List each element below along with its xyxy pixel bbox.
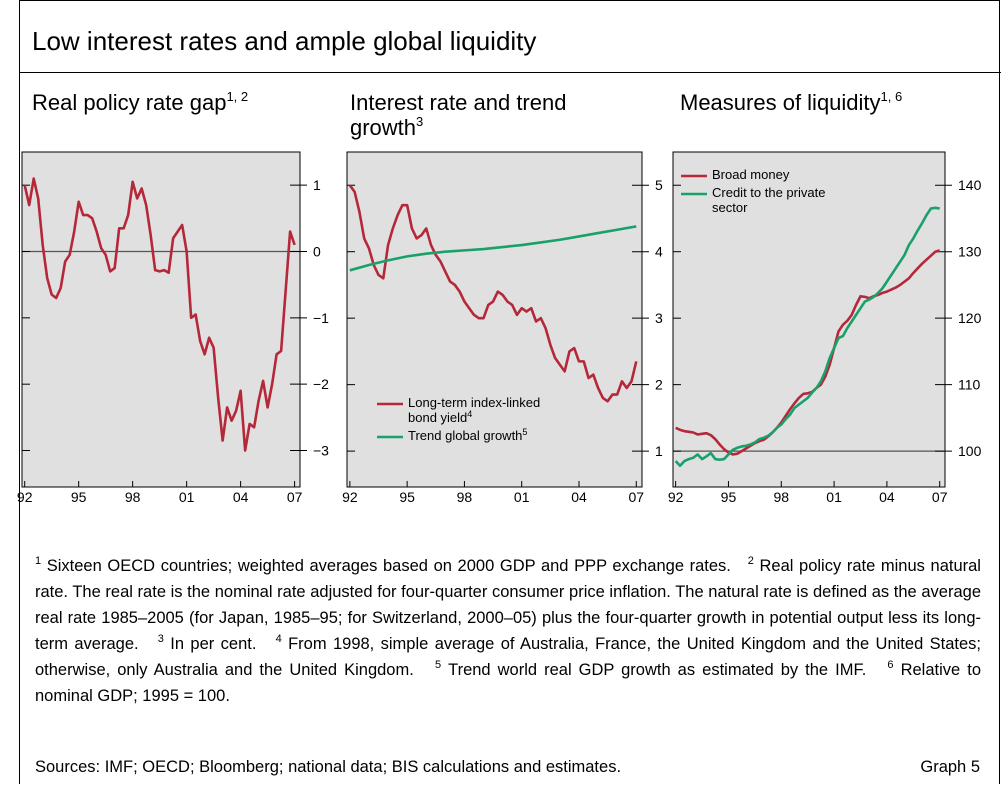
x-tick-label: 07 (287, 489, 303, 505)
x-tick-label: 95 (721, 489, 737, 505)
legend-label: Credit to the private sector (712, 185, 862, 215)
x-tick-label: 07 (932, 489, 948, 505)
legend-entry: Trend global growth5 (377, 428, 587, 443)
legend-text: Trend global growth (408, 428, 523, 443)
plot-background (672, 151, 946, 488)
panel-title-note: 1, 2 (226, 89, 249, 104)
x-tick-label: 98 (773, 489, 789, 505)
frame (19, 0, 1000, 784)
legend-label: Long-term index-linked bond yield4 (408, 395, 558, 425)
panel-title-text: Interest rate and trend growth (350, 90, 567, 140)
y-tick-label: −2 (313, 376, 329, 392)
legend-swatch (681, 192, 707, 196)
y-tick-label: 120 (958, 310, 982, 326)
legend: Broad money Credit to the private sector (681, 167, 881, 218)
x-tick-label: 01 (514, 489, 530, 505)
legend-note: 5 (522, 427, 528, 437)
x-tick-label: 04 (879, 489, 895, 505)
footnote-number: 1 (35, 555, 42, 567)
panel-chart: 1 2 3 4 5 92 95 98 01 04 07 (342, 151, 663, 505)
footnote-number: 2 (747, 555, 754, 567)
x-tick-label: 95 (71, 489, 87, 505)
title-rule (19, 72, 1001, 73)
legend-entry: Credit to the private sector (681, 185, 881, 215)
footnote-number: 6 (887, 659, 894, 671)
x-tick-label: 07 (628, 489, 644, 505)
legend-text: Broad money (712, 167, 790, 182)
y-tick-label: 110 (958, 377, 981, 393)
panel-title: Interest rate and trend growth3 (350, 90, 610, 140)
y-tick-label: 1 (655, 443, 663, 459)
panel-title: Real policy rate gap1, 2 (32, 90, 302, 115)
footnote-text: Real policy rate minus natural rate. The… (35, 557, 981, 653)
x-tick-label: 04 (233, 489, 249, 505)
y-tick-label: 2 (655, 377, 663, 393)
footnote-text: In per cent. (170, 635, 257, 653)
graph-label: Graph 5 (920, 758, 980, 776)
series-line (349, 225, 637, 272)
y-tick-label: 140 (958, 177, 982, 193)
legend-entry: Long-term index-linked bond yield4 (377, 395, 587, 425)
x-tick-label: 04 (571, 489, 587, 505)
panel-chart: 100 110 120 130 140 92 95 98 01 04 07 (668, 151, 982, 505)
footnote-text: Sixteen OECD countries; weighted average… (46, 557, 731, 575)
legend-text: Long-term index-linked bond yield (408, 395, 541, 425)
footnote-number: 3 (157, 633, 164, 645)
legend-label: Broad money (712, 167, 862, 182)
x-tick-label: 01 (826, 489, 842, 505)
legend-swatch (377, 435, 403, 439)
panel-title-text: Measures of liquidity (680, 90, 881, 115)
legend-label: Trend global growth5 (408, 427, 558, 444)
y-tick-label: 4 (655, 244, 663, 260)
y-tick-label: 130 (958, 244, 982, 260)
legend-note: 4 (467, 409, 473, 419)
y-tick-label: 3 (655, 310, 663, 326)
footnote-number: 4 (275, 633, 282, 645)
y-tick-label: 5 (655, 177, 663, 193)
main-title: Low interest rates and ample global liqu… (32, 26, 537, 56)
footnote-text: From 1998, simple average of Australia, … (35, 635, 981, 679)
y-tick-label: 0 (313, 244, 321, 260)
x-tick-label: 01 (179, 489, 195, 505)
footnotes: 1 Sixteen OECD countries; weighted avera… (35, 553, 981, 709)
legend-text: Credit to the private sector (712, 185, 826, 215)
x-tick-label: 95 (399, 489, 415, 505)
x-tick-label: 98 (457, 489, 473, 505)
legend: Long-term index-linked bond yield4 Trend … (377, 395, 587, 446)
plot-background (21, 151, 301, 488)
x-tick-label: 98 (125, 489, 141, 505)
series-line (674, 206, 940, 468)
x-tick-label: 92 (668, 489, 684, 505)
footnote-text: Trend world real GDP growth as estimated… (448, 661, 867, 679)
panel-title-text: Real policy rate gap (32, 90, 227, 115)
panel-title: Measures of liquidity1, 6 (680, 90, 980, 115)
series-line (23, 177, 296, 452)
series-line (348, 184, 638, 403)
footnote-text: Relative to nominal GDP; 1995 = 100. (35, 661, 981, 705)
panel-title-note: 3 (416, 114, 424, 129)
y-tick-label: −3 (313, 443, 329, 459)
y-tick-label: 1 (313, 177, 321, 193)
series-line (675, 249, 941, 456)
x-tick-label: 92 (342, 489, 358, 505)
panel-title-note: 1, 6 (880, 89, 903, 104)
legend-entry: Broad money (681, 167, 881, 182)
y-tick-label: 100 (958, 443, 982, 459)
footnote-number: 5 (434, 659, 442, 671)
y-tick-label: −1 (313, 310, 329, 326)
x-tick-label: 92 (17, 489, 33, 505)
plot-background (346, 151, 643, 488)
sources: Sources: IMF; OECD; Bloomberg; national … (35, 758, 622, 776)
legend-swatch (377, 402, 403, 406)
legend-swatch (681, 174, 707, 178)
